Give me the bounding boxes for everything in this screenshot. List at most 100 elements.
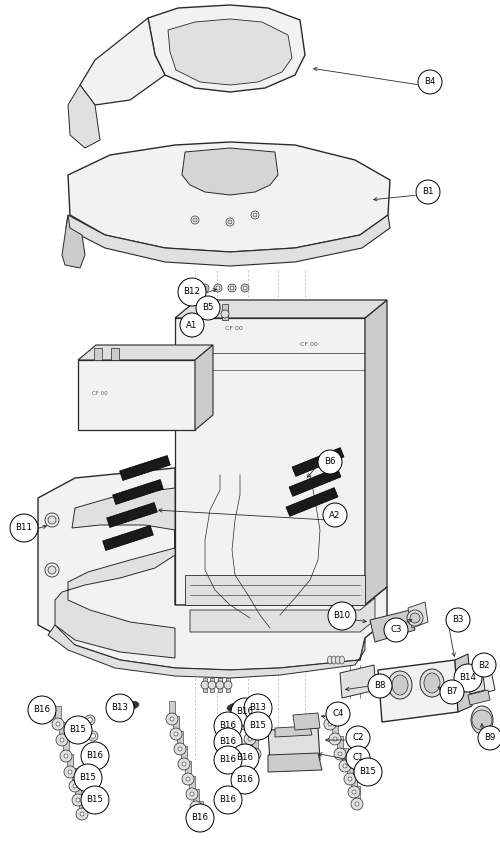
Polygon shape (177, 731, 183, 749)
Circle shape (454, 664, 482, 692)
Text: B15: B15 (250, 722, 266, 730)
Circle shape (244, 694, 272, 722)
Circle shape (45, 563, 59, 577)
Text: CF 00: CF 00 (300, 342, 318, 347)
Circle shape (186, 777, 190, 781)
Circle shape (180, 313, 204, 337)
Circle shape (338, 752, 342, 756)
Polygon shape (181, 746, 187, 764)
Polygon shape (207, 297, 213, 313)
Text: B16: B16 (220, 795, 236, 805)
Text: A2: A2 (330, 510, 340, 520)
Circle shape (166, 713, 178, 725)
Polygon shape (175, 318, 365, 605)
Circle shape (45, 513, 59, 527)
Circle shape (196, 296, 220, 320)
Polygon shape (340, 665, 376, 698)
Circle shape (182, 762, 186, 766)
Circle shape (52, 718, 64, 730)
Circle shape (230, 286, 234, 290)
Text: C3: C3 (390, 625, 402, 635)
Circle shape (231, 766, 259, 794)
Polygon shape (408, 602, 428, 628)
Circle shape (243, 286, 247, 290)
Circle shape (76, 798, 80, 802)
Text: B16: B16 (220, 738, 236, 746)
Circle shape (193, 218, 197, 222)
Circle shape (81, 742, 109, 770)
Circle shape (472, 653, 496, 677)
Polygon shape (242, 706, 248, 724)
Polygon shape (268, 728, 320, 762)
Polygon shape (378, 660, 458, 722)
Text: B9: B9 (484, 734, 496, 742)
Circle shape (244, 733, 256, 745)
Polygon shape (175, 300, 387, 318)
Polygon shape (189, 776, 195, 794)
Circle shape (72, 794, 84, 806)
Text: B10: B10 (334, 612, 350, 620)
Circle shape (239, 718, 251, 730)
Circle shape (251, 211, 259, 219)
Circle shape (352, 790, 356, 794)
Polygon shape (293, 713, 320, 730)
Text: C1: C1 (352, 753, 364, 763)
Circle shape (174, 732, 178, 736)
Circle shape (206, 303, 214, 311)
Circle shape (324, 718, 336, 730)
Circle shape (334, 748, 346, 760)
Polygon shape (120, 455, 170, 480)
Circle shape (91, 745, 101, 755)
Text: B15: B15 (86, 795, 104, 805)
Polygon shape (337, 736, 343, 754)
Polygon shape (286, 488, 338, 516)
Circle shape (216, 681, 224, 689)
Text: B6: B6 (324, 458, 336, 466)
Circle shape (339, 760, 351, 772)
Circle shape (170, 717, 174, 721)
Polygon shape (347, 761, 353, 779)
Text: B1: B1 (422, 187, 434, 197)
Circle shape (90, 734, 96, 739)
Circle shape (194, 805, 198, 809)
Circle shape (221, 310, 229, 318)
Polygon shape (354, 786, 360, 804)
Polygon shape (468, 690, 490, 705)
Polygon shape (222, 304, 228, 320)
Polygon shape (55, 706, 61, 724)
Polygon shape (75, 782, 81, 800)
Circle shape (201, 681, 209, 689)
Polygon shape (78, 360, 195, 430)
Text: CF 00: CF 00 (225, 326, 243, 331)
Circle shape (416, 180, 440, 204)
Circle shape (80, 812, 84, 816)
Polygon shape (78, 345, 213, 360)
Circle shape (64, 754, 68, 758)
Ellipse shape (227, 703, 249, 712)
Polygon shape (38, 468, 387, 670)
Polygon shape (62, 215, 85, 268)
Polygon shape (455, 654, 472, 712)
Polygon shape (48, 625, 365, 678)
Circle shape (201, 284, 209, 292)
Circle shape (76, 808, 88, 820)
Ellipse shape (424, 673, 440, 693)
Circle shape (174, 743, 186, 755)
Circle shape (214, 746, 242, 774)
Circle shape (241, 284, 249, 292)
Polygon shape (67, 754, 73, 772)
Polygon shape (203, 678, 207, 692)
Circle shape (344, 773, 356, 785)
Circle shape (231, 744, 259, 772)
Polygon shape (210, 678, 214, 692)
Polygon shape (185, 761, 191, 779)
Polygon shape (197, 801, 203, 819)
Circle shape (203, 286, 207, 290)
Polygon shape (472, 665, 495, 695)
Circle shape (384, 618, 408, 642)
Polygon shape (226, 678, 230, 692)
Polygon shape (94, 348, 102, 360)
Polygon shape (327, 706, 333, 724)
Circle shape (226, 218, 234, 226)
Circle shape (368, 674, 392, 698)
